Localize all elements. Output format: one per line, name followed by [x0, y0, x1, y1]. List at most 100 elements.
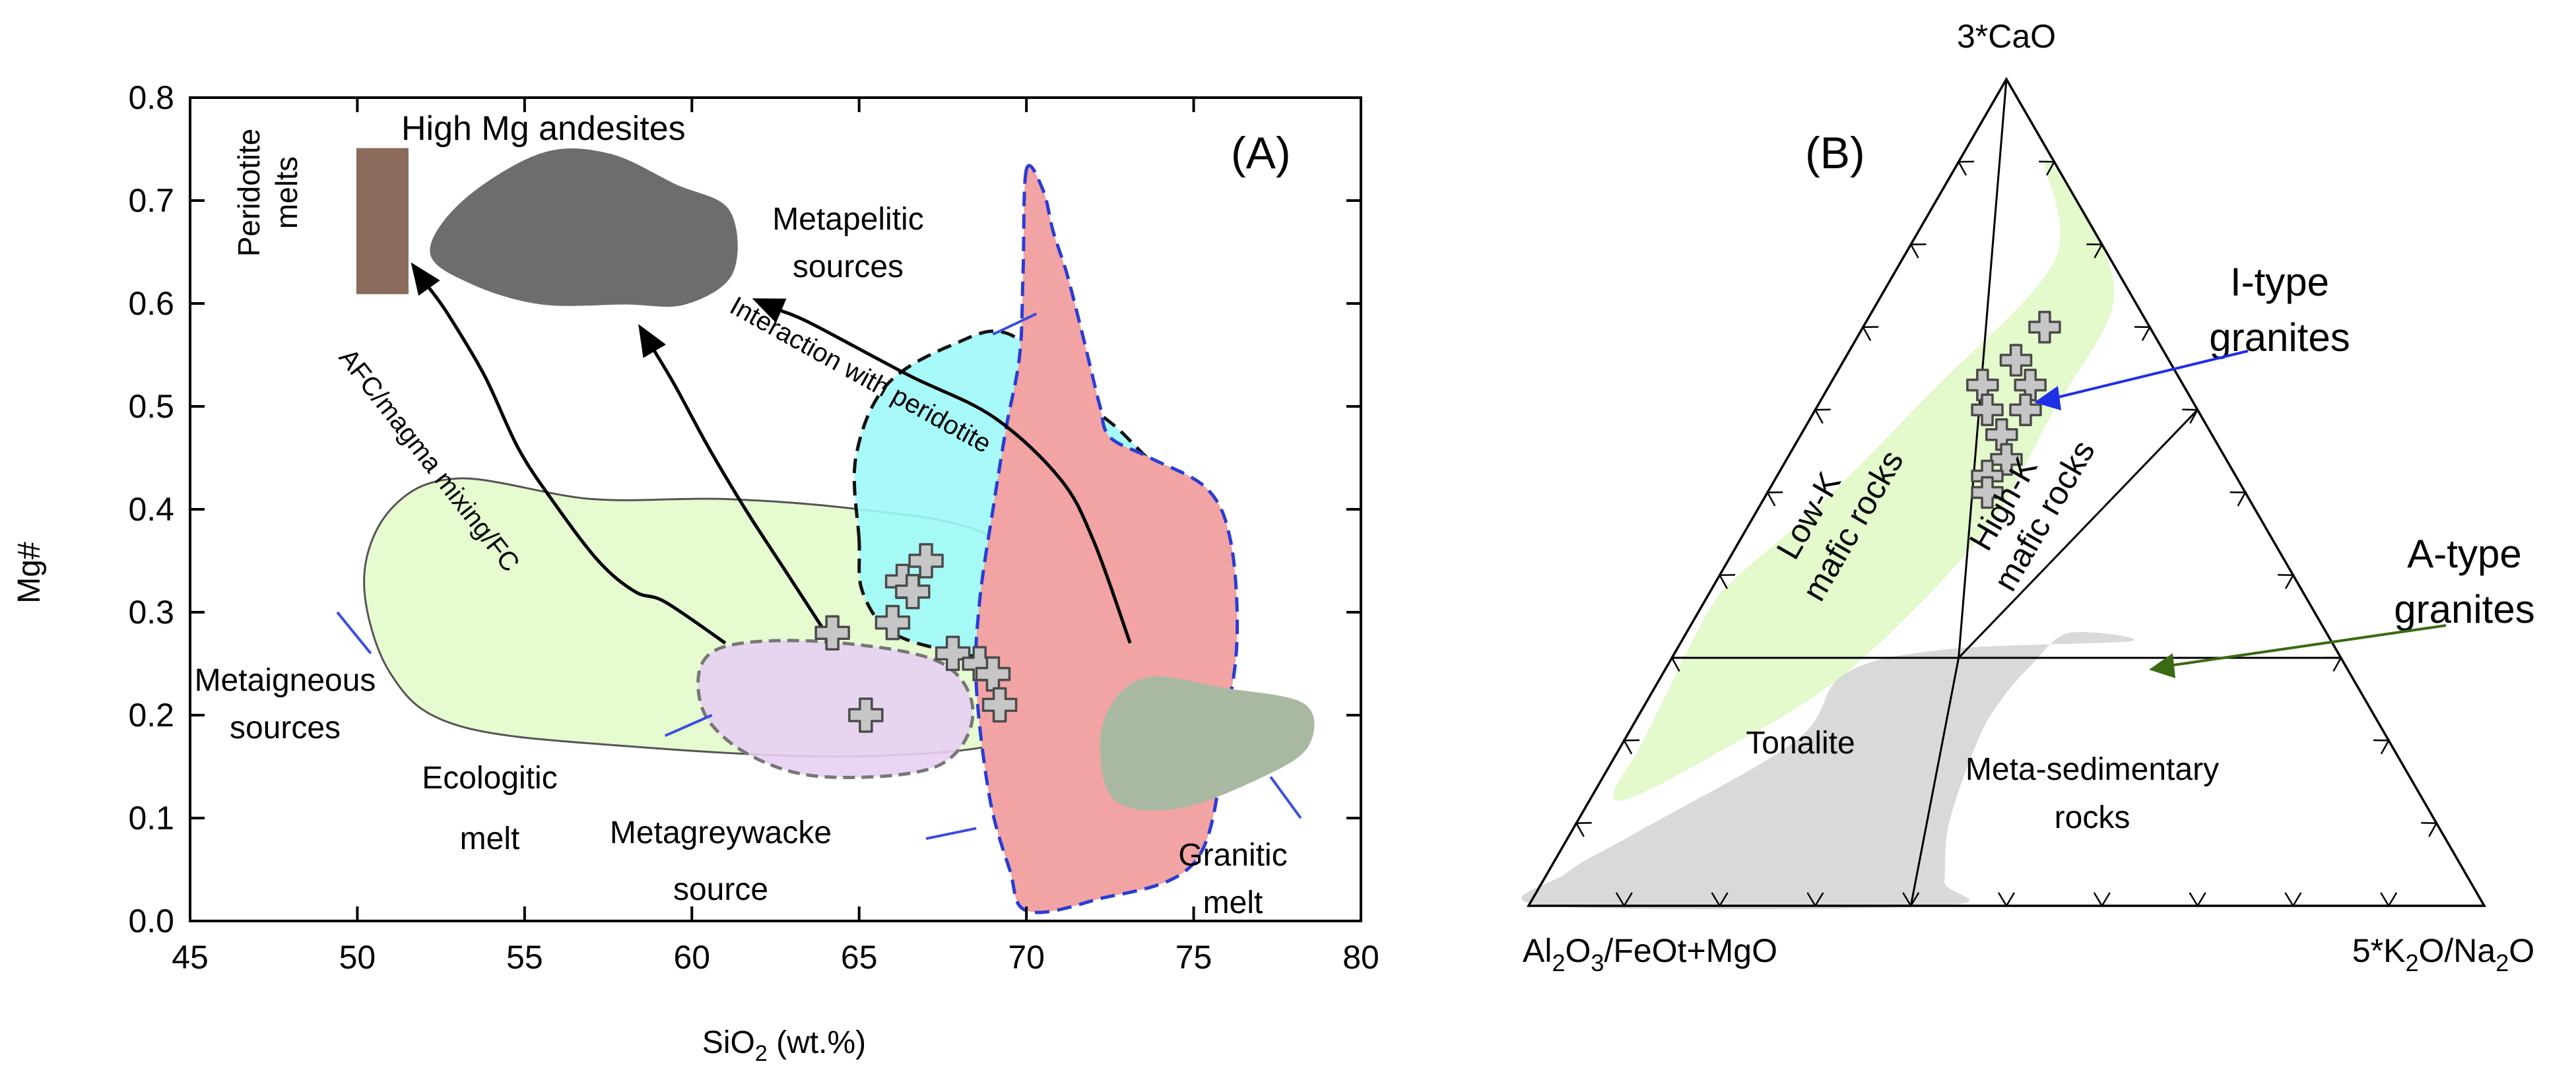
sample-point-a	[848, 697, 884, 733]
y-tick-label: 0.7	[128, 182, 174, 219]
callout-metaigneous	[336, 611, 372, 654]
label-tonalite: Tonalite	[1746, 726, 1855, 761]
label-i-type-1: I-type	[2230, 260, 2329, 304]
label-metapelitic-1: Metapelitic	[772, 202, 923, 237]
y-tick-label: 0.2	[128, 697, 174, 734]
arrow-afc-line	[428, 287, 727, 645]
ternary-tick-left	[1957, 160, 1974, 176]
sample-point-b	[1999, 344, 2033, 377]
ternary-tick-left	[1622, 739, 1640, 755]
label-metaigneous-2: sources	[230, 711, 341, 745]
y-tick-label: 0.8	[128, 79, 174, 116]
ternary-tick-bottom	[2380, 892, 2398, 908]
label-high-mg-andesites: High Mg andesites	[401, 110, 686, 148]
label-meta-sedimentary-2: rocks	[2055, 800, 2130, 835]
y-tick-label: 0.3	[128, 594, 174, 631]
panel-a-label: (A)	[1231, 128, 1291, 178]
callout-ecologitic	[664, 714, 713, 738]
label-metapelitic-2: sources	[793, 249, 904, 284]
ternary-tick-right	[2278, 574, 2295, 589]
sample-point-a	[875, 604, 911, 641]
sample-point-b	[1990, 443, 2023, 476]
ternary-tick-left	[1670, 656, 1688, 672]
ternary-tick-right	[2229, 491, 2247, 507]
x-tick-label: 60	[673, 939, 710, 976]
panel-b-label: (B)	[1805, 128, 1865, 178]
panel-a-callouts	[336, 312, 1302, 840]
x-tick-label: 50	[339, 939, 376, 976]
sample-point-a	[935, 635, 971, 672]
panel-b-samples	[1966, 311, 2061, 509]
callout-metagreywacke	[925, 827, 977, 840]
label-granitic-melt-2: melt	[1203, 885, 1263, 920]
x-tick-label: 70	[1008, 939, 1045, 976]
label-meta-sedimentary-1: Meta-sedimentary	[1965, 752, 2219, 787]
ternary-tick-bottom	[2093, 892, 2111, 908]
field-peridotite-melts	[356, 148, 409, 294]
label-a-type-1: A-type	[2407, 532, 2521, 576]
sample-point-a	[908, 543, 944, 579]
callout-metapelitic	[992, 312, 1038, 336]
panel-a-chart: 45 50 55 60 65 70 75 80 0.0 0.1 0.2 0.3 0.4 0.5 0.6 0.7…	[12, 79, 1379, 1066]
i-type-arrow	[2049, 350, 2249, 400]
x-tick-label: 80	[1342, 939, 1379, 976]
arrow-afc-head	[411, 262, 440, 296]
sample-point-b	[1971, 476, 2004, 509]
label-metagreywacke-2: source	[673, 872, 768, 907]
apex-right-label: 5*K2O/Na2O	[2352, 932, 2534, 976]
x-tick-label: 55	[506, 939, 543, 976]
panel-a-x-axis-title: SiO2 (wt.%)	[702, 1025, 866, 1066]
field-a-type-field	[1521, 631, 2135, 910]
y-tick-label: 0.6	[128, 285, 174, 322]
field-i-type-field	[1613, 159, 2115, 801]
panel-b-arrows	[2034, 350, 2447, 678]
divider-highk-right	[1958, 409, 2198, 659]
arrow-peridotite-head	[752, 298, 787, 323]
ternary-tick-bottom	[1902, 892, 1920, 908]
label-granitic-melt-1: Granitic	[1178, 838, 1287, 873]
x-tick-label: 75	[1175, 939, 1212, 976]
field-metagreywacke	[696, 639, 975, 779]
a-type-arrowhead	[2149, 653, 2175, 678]
ternary-tick-right	[2086, 243, 2103, 259]
label-peridotite-melts-1: Peridotite	[232, 129, 266, 257]
arrow-metaigneous-head	[638, 324, 666, 358]
panel-a-axes: 45 50 55 60 65 70 75 80 0.0 0.1 0.2 0.3 0.4 0.5 0.6 0.7…	[128, 79, 1379, 976]
sample-point-a	[895, 574, 931, 610]
ternary-tick-right	[2325, 656, 2342, 672]
y-tick-label: 0.0	[128, 903, 174, 939]
ternary-tick-right	[2182, 408, 2199, 424]
apex-left-label: Al2O3/FeOt+MgO	[1523, 932, 1777, 976]
apex-top-label: 3*CaO	[1957, 18, 2056, 55]
arrow-metaigneous-line	[653, 350, 828, 634]
y-tick-label: 0.4	[128, 491, 174, 528]
label-a-type-2: granites	[2394, 587, 2534, 631]
panel-b-fields	[1521, 159, 2135, 910]
ternary-tick-bottom	[2189, 892, 2206, 908]
sample-point-a	[981, 687, 1018, 723]
panel-b-ternary: (B) 3*CaO Al2O3/FeOt+MgO 5*K2O/Na2O Tona…	[1521, 18, 2535, 976]
ternary-tick-bottom	[1806, 892, 1824, 908]
ternary-tick-left	[1814, 408, 1831, 424]
label-ecologitic-2: melt	[460, 821, 520, 856]
ternary-tick-right	[2421, 822, 2438, 837]
ternary-tick-left	[1909, 243, 1927, 259]
ternary-tick-right	[2134, 326, 2152, 341]
sample-point-b	[2009, 393, 2042, 426]
arrow-peridotite-line	[780, 309, 1132, 644]
sample-point-b	[2014, 368, 2047, 402]
x-tick-label: 45	[172, 939, 209, 976]
panel-a-y-axis-title: Mg#	[12, 542, 47, 604]
ternary-tick-left	[1766, 491, 1783, 507]
panel-a-fields	[356, 148, 1315, 914]
i-type-arrowhead	[2034, 386, 2061, 410]
label-i-type-2: granites	[2209, 315, 2350, 360]
panel-b-frame	[1526, 77, 2487, 908]
sample-point-a	[814, 615, 850, 650]
ternary-tick-bottom	[1997, 892, 2016, 908]
ternary-tick-left	[1861, 326, 1879, 341]
y-tick-label: 0.1	[128, 800, 174, 837]
a-type-arrow	[2164, 624, 2447, 668]
label-metagreywacke-1: Metagreywacke	[610, 815, 832, 850]
